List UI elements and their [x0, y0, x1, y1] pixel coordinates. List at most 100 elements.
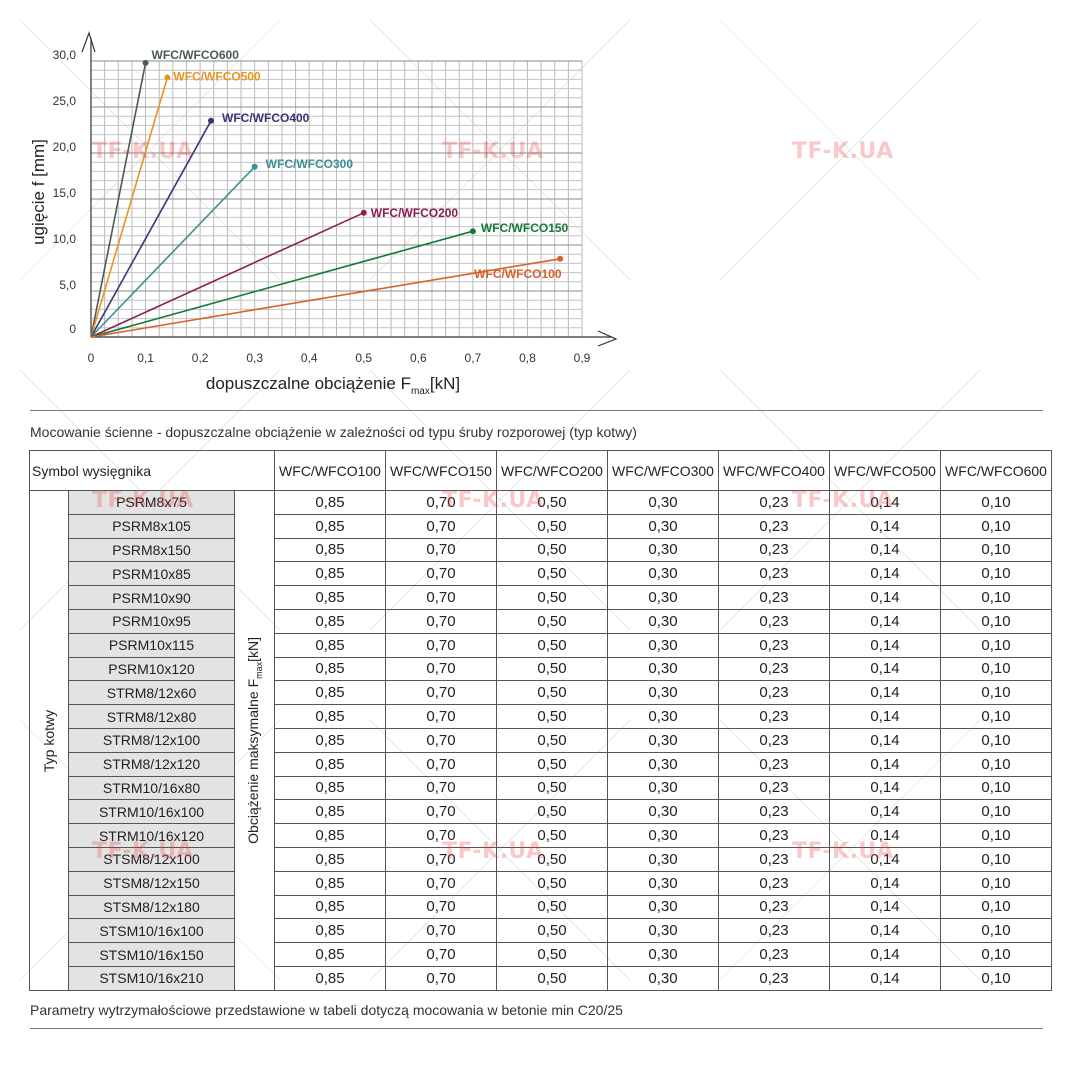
load-value: 0,14	[829, 846, 941, 872]
load-value: 0,70	[385, 775, 497, 801]
x-tick-label: 0,5	[355, 351, 372, 365]
value-label-cell: Obciążenie maksymalne Fmax[kN]	[234, 490, 275, 991]
load-value: 0,85	[274, 894, 386, 920]
load-value: 0,23	[718, 680, 830, 706]
anchor-type: PSRM8x105	[68, 513, 235, 539]
series-line	[90, 120, 212, 338]
anchor-type: PSRM8x75	[68, 490, 235, 515]
x-axis-arrow	[597, 330, 618, 347]
load-value: 0,30	[607, 632, 719, 658]
series-line	[90, 77, 169, 338]
load-value: 0,30	[607, 894, 719, 920]
table-row: STSM8/12x150 0,85 0,70 0,50 0,30 0,23 0,14 0,10	[30, 870, 1052, 896]
load-value: 0,30	[607, 680, 719, 706]
load-value: 0,10	[940, 846, 1052, 872]
anchor-type: STSM10/16x210	[68, 965, 235, 991]
load-value: 0,30	[607, 918, 719, 944]
load-value: 0,14	[829, 608, 941, 634]
load-table: Symbol wysięgnika WFC/WFCO100 WFC/WFCO150…	[29, 450, 1052, 991]
row-group-label: Typ kotwy	[41, 709, 58, 772]
load-value: 0,70	[385, 942, 497, 967]
table-row: PSRM10x120 0,85 0,70 0,50 0,30 0,23 0,14 0,10	[30, 656, 1052, 682]
load-value: 0,50	[496, 561, 608, 587]
load-value: 0,30	[607, 608, 719, 634]
x-tick-label: 0,8	[519, 351, 536, 365]
row-group-cell: Typ kotwy	[29, 490, 69, 991]
x-axis-title: dopuszczalne obciążenie Fmax[kN]	[206, 374, 460, 397]
load-value: 0,50	[496, 751, 608, 777]
y-tick-label: 25,0	[53, 94, 77, 108]
load-value: 0,70	[385, 585, 497, 610]
load-value: 0,30	[607, 513, 719, 539]
load-value: 0,14	[829, 870, 941, 896]
value-label-unit: [kN]	[245, 636, 262, 662]
series-label: WFC/WFCO500	[173, 70, 261, 84]
series-endpoint	[142, 59, 149, 66]
table-row: STSM10/16x150 0,85 0,70 0,50 0,30 0,23 0,14 0,1…	[30, 942, 1052, 967]
load-value: 0,85	[274, 846, 386, 872]
series-endpoint	[208, 117, 215, 124]
load-value: 0,85	[274, 751, 386, 777]
y-axis-title: ugięcie f [mm]	[29, 139, 48, 245]
x-tick-label: 0,1	[137, 351, 154, 365]
table-row: STSM10/16x100 0,85 0,70 0,50 0,30 0,23 0,14 0,1…	[30, 918, 1052, 944]
table-row: PSRM10x85 0,85 0,70 0,50 0,30 0,23 0,14 0,10	[30, 561, 1052, 587]
load-value: 0,50	[496, 870, 608, 896]
load-value: 0,85	[274, 965, 386, 991]
load-value: 0,70	[385, 823, 497, 848]
load-value: 0,23	[718, 561, 830, 587]
y-tick-label: 30,0	[53, 48, 77, 62]
x-axis-title-text: dopuszczalne obciążenie F	[206, 374, 411, 393]
load-value: 0,50	[496, 846, 608, 872]
anchor-type: STRM8/12x80	[68, 704, 235, 729]
load-value: 0,10	[940, 513, 1052, 539]
load-value: 0,14	[829, 656, 941, 682]
anchor-type: STSM8/12x150	[68, 870, 235, 896]
load-value: 0,23	[718, 751, 830, 777]
load-value: 0,50	[496, 894, 608, 920]
load-value: 0,50	[496, 942, 608, 967]
load-value: 0,10	[940, 823, 1052, 848]
anchor-type: STRM8/12x60	[68, 680, 235, 706]
load-value: 0,30	[607, 846, 719, 872]
load-value: 0,85	[274, 727, 386, 753]
top-rule	[30, 410, 1043, 411]
load-value: 0,23	[718, 823, 830, 848]
load-value: 0,10	[940, 775, 1052, 801]
load-value: 0,50	[496, 799, 608, 825]
x-tick-label: 0,3	[246, 351, 263, 365]
load-value: 0,23	[718, 942, 830, 967]
load-value: 0,50	[496, 513, 608, 539]
load-value: 0,85	[274, 680, 386, 706]
load-value: 0,70	[385, 727, 497, 753]
load-value: 0,23	[718, 727, 830, 753]
load-value: 0,50	[496, 490, 608, 515]
load-value: 0,10	[940, 727, 1052, 753]
table-row: PSRM10x115 0,85 0,70 0,50 0,30 0,23 0,14 0,10	[30, 632, 1052, 658]
anchor-type: PSRM10x95	[68, 608, 235, 634]
load-value: 0,23	[718, 490, 830, 515]
load-value: 0,85	[274, 561, 386, 587]
load-value: 0,10	[940, 751, 1052, 777]
load-value: 0,85	[274, 918, 386, 944]
load-value: 0,23	[718, 799, 830, 825]
series-label: WFC/WFCO200	[371, 206, 459, 220]
watermark-text: TF-K.UA	[792, 139, 894, 164]
column-header: WFC/WFCO500	[829, 450, 941, 491]
load-value: 0,10	[940, 965, 1052, 991]
load-value: 0,70	[385, 632, 497, 658]
load-value: 0,70	[385, 918, 497, 944]
table-row: Typ kotwy PSRM8x75 Obciążenie maksymalne F…	[29, 490, 1052, 991]
load-value: 0,70	[385, 680, 497, 706]
load-value: 0,30	[607, 656, 719, 682]
load-value: 0,30	[607, 799, 719, 825]
load-value: 0,70	[385, 608, 497, 634]
symbol-header: Symbol wysięgnika	[29, 450, 275, 491]
load-value: 0,14	[829, 918, 941, 944]
table-row: STRM8/12x80 0,85 0,70 0,50 0,30 0,23 0,14 0,10	[30, 704, 1052, 729]
load-value: 0,30	[607, 727, 719, 753]
load-value: 0,85	[274, 704, 386, 729]
load-value: 0,23	[718, 537, 830, 563]
series-endpoint	[251, 163, 258, 170]
anchor-type: PSRM10x90	[68, 585, 235, 610]
